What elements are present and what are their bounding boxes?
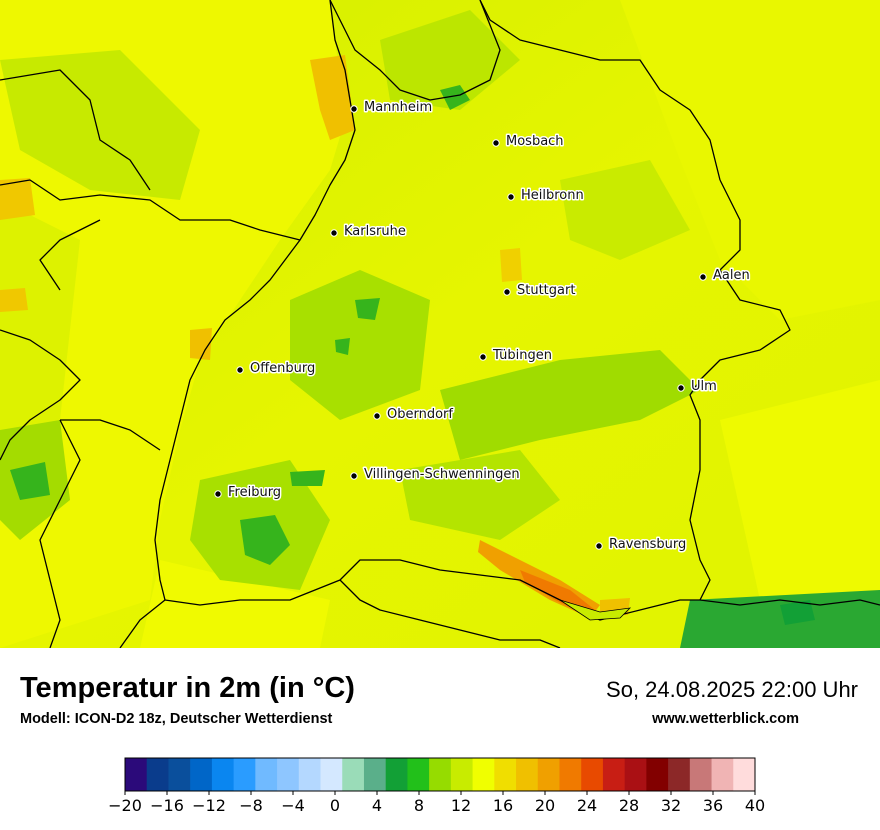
legend-color-segment bbox=[277, 758, 300, 791]
legend-color-segment bbox=[559, 758, 582, 791]
legend-color-segment bbox=[689, 758, 713, 791]
city-dot bbox=[350, 472, 358, 480]
legend-color-segment bbox=[602, 758, 626, 791]
legend-tick-label: 20 bbox=[535, 796, 555, 815]
city-dot bbox=[236, 366, 244, 374]
legend-tick-label: 36 bbox=[703, 796, 723, 815]
legend-color-segment bbox=[429, 758, 452, 791]
city-marker: Mosbach bbox=[492, 133, 565, 151]
forecast-datetime: So, 24.08.2025 22:00 Uhr bbox=[606, 677, 858, 702]
legend-color-segment bbox=[363, 758, 387, 791]
legend-color-segment bbox=[581, 758, 604, 791]
legend-color-segment bbox=[624, 758, 647, 791]
legend-color-segment bbox=[494, 758, 517, 791]
legend-color-segment bbox=[320, 758, 343, 791]
city-label: Tübingen bbox=[492, 348, 552, 363]
city-label: Ravensburg bbox=[609, 537, 686, 552]
city-dot bbox=[503, 288, 511, 296]
legend-tick-label: 8 bbox=[414, 796, 424, 815]
city-label: Ulm bbox=[691, 379, 717, 394]
city-marker: Freiburg bbox=[214, 484, 283, 502]
legend-color-segment bbox=[537, 758, 560, 791]
legend-color-segment bbox=[233, 758, 256, 791]
city-dot bbox=[507, 193, 515, 201]
legend-tick-label: 28 bbox=[619, 796, 639, 815]
lake-constance bbox=[559, 599, 632, 621]
legend-color-segment bbox=[733, 758, 756, 791]
legend-border bbox=[124, 757, 756, 792]
city-label: Oberndorf bbox=[387, 407, 453, 422]
legend-color-segment bbox=[516, 758, 539, 791]
legend-color-segment bbox=[190, 758, 213, 791]
city-marker: Tübingen bbox=[479, 347, 554, 365]
legend-color-segment bbox=[211, 758, 235, 791]
city-dot bbox=[492, 139, 500, 147]
legend-color-segment bbox=[385, 758, 408, 791]
city-marker: Stuttgart bbox=[503, 282, 577, 300]
city-label: Stuttgart bbox=[517, 283, 575, 298]
city-marker: Heilbronn bbox=[507, 187, 585, 205]
city-label: Villingen-Schwenningen bbox=[364, 467, 520, 482]
color-legend: −20 −16 −12 −8 −4 0 4 8 12 16 20 24 28 32 36 40 bbox=[108, 757, 765, 815]
city-label: Freiburg bbox=[228, 485, 281, 500]
legend-tick-label: 16 bbox=[493, 796, 513, 815]
city-marker: Villingen-Schwenningen bbox=[350, 466, 521, 484]
website-link[interactable]: www.wetterblick.com bbox=[652, 711, 799, 727]
legend-color-segment bbox=[255, 758, 278, 791]
legend-tick-label: 0 bbox=[330, 796, 340, 815]
city-dot bbox=[699, 273, 707, 281]
city-label: Aalen bbox=[713, 268, 750, 283]
legend-color-segment bbox=[407, 758, 430, 791]
city-dot bbox=[677, 384, 685, 392]
city-marker: Karlsruhe bbox=[330, 223, 407, 241]
city-marker: Ulm bbox=[677, 378, 718, 396]
legend-color-segment bbox=[298, 758, 322, 791]
legend-tick-label: −4 bbox=[281, 796, 305, 815]
legend-tick-label: 32 bbox=[661, 796, 681, 815]
city-dot bbox=[214, 490, 222, 498]
city-markers: Mannheim Mosbach Heilbronn Karlsruhe Aalen St… bbox=[214, 99, 751, 554]
legend-tick-label: 24 bbox=[577, 796, 597, 815]
model-info: Modell: ICON-D2 18z, Deutscher Wetterdie… bbox=[20, 711, 333, 727]
city-dot bbox=[373, 412, 381, 420]
city-dot bbox=[350, 105, 358, 113]
legend-tick-label: −8 bbox=[239, 796, 263, 815]
map-title: Temperatur in 2m (in °C) bbox=[20, 672, 355, 704]
legend-color-segment bbox=[342, 758, 365, 791]
legend-color-segment bbox=[168, 758, 191, 791]
city-label: Karlsruhe bbox=[344, 224, 406, 239]
legend-color-segment bbox=[125, 758, 148, 791]
temperature-field bbox=[0, 0, 880, 648]
city-label: Mannheim bbox=[364, 100, 432, 115]
city-label: Offenburg bbox=[250, 361, 315, 376]
city-dot bbox=[330, 229, 338, 237]
legend-color-segment bbox=[472, 758, 495, 791]
legend-tick-label: −20 bbox=[108, 796, 142, 815]
city-marker: Ravensburg bbox=[595, 536, 688, 554]
city-marker: Offenburg bbox=[236, 360, 317, 378]
legend-color-segment bbox=[450, 758, 474, 791]
city-label: Mosbach bbox=[506, 134, 564, 149]
city-label: Heilbronn bbox=[521, 188, 584, 203]
border-lines bbox=[0, 0, 880, 648]
legend-tick-label: 12 bbox=[451, 796, 471, 815]
legend-color-segment bbox=[711, 758, 734, 791]
legend-tick-label: 40 bbox=[745, 796, 765, 815]
legend-color-segment bbox=[646, 758, 669, 791]
city-dot bbox=[595, 542, 603, 550]
legend-tick-label: 4 bbox=[372, 796, 382, 815]
legend-tick-label: −16 bbox=[150, 796, 184, 815]
city-marker: Mannheim bbox=[350, 99, 434, 117]
legend-color-segment bbox=[146, 758, 169, 791]
temperature-map: Mannheim Mosbach Heilbronn Karlsruhe Aalen St… bbox=[0, 0, 880, 648]
legend-color-segment bbox=[668, 758, 691, 791]
city-marker: Oberndorf bbox=[373, 406, 455, 424]
legend-tick-label: −12 bbox=[192, 796, 226, 815]
city-marker: Aalen bbox=[699, 267, 751, 285]
city-dot bbox=[479, 353, 487, 361]
